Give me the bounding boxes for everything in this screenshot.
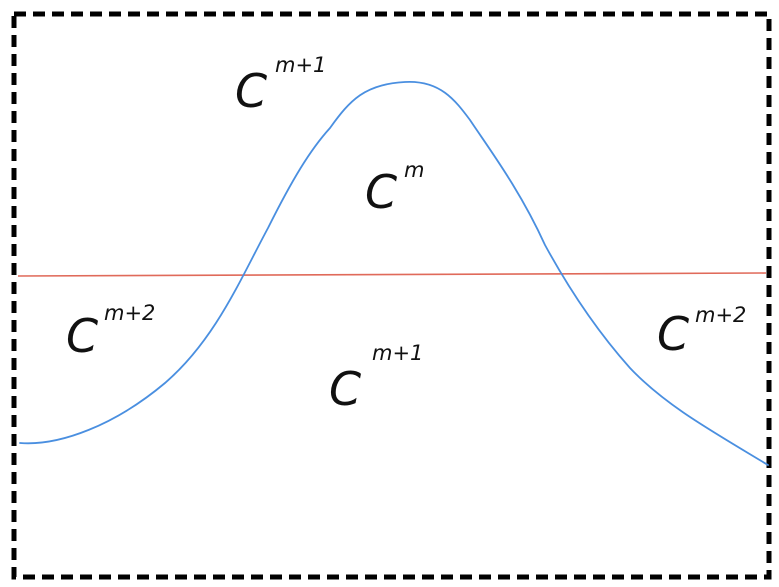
bell-curve (19, 81, 769, 466)
label-inside-peak-sup: m (404, 158, 424, 182)
label-center-lower-sup: m+1 (372, 341, 423, 365)
region-label-right-lower: C m+2 (657, 303, 746, 361)
label-top-left-sup: m+1 (275, 53, 326, 77)
label-top-left-base: C (235, 64, 267, 118)
label-right-lower-sup: m+2 (695, 303, 746, 327)
label-right-lower-base: C (657, 307, 689, 361)
label-inside-peak-base: C (365, 165, 397, 219)
region-label-inside-peak: C m (365, 158, 424, 219)
horizontal-line (17, 272, 767, 277)
region-label-center-lower: C m+1 (329, 341, 423, 416)
label-left-lower-base: C (66, 309, 98, 363)
label-center-lower-base: C (329, 362, 361, 416)
region-label-top-left: C m+1 (235, 53, 326, 118)
dashed-frame (11, 11, 772, 580)
label-left-lower-sup: m+2 (104, 301, 155, 325)
region-label-left-lower: C m+2 (66, 301, 155, 363)
